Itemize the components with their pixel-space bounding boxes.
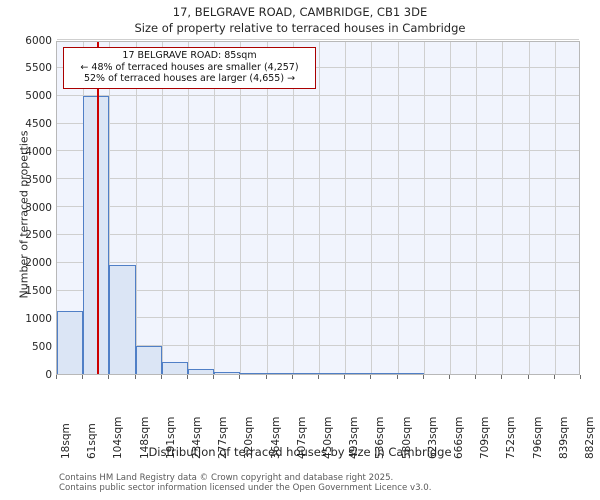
gridline-vertical (502, 42, 504, 374)
gridline-vertical (161, 42, 163, 374)
gridline-horizontal (57, 66, 579, 68)
property-marker-line (96, 42, 99, 374)
y-axis-tick-label: 3500 (25, 173, 52, 186)
x-axis-tick-mark (56, 375, 57, 379)
y-axis-tick-label: 5500 (25, 62, 52, 75)
gridline-horizontal (57, 206, 579, 207)
y-axis-tick-label: 500 (31, 340, 52, 353)
x-axis-tick-mark (108, 375, 110, 379)
x-axis-tick-mark (370, 375, 372, 379)
x-axis-tick-mark (501, 375, 503, 379)
title-line-1: 17, BELGRAVE ROAD, CAMBRIDGE, CB1 3DE (172, 5, 428, 19)
gridline-vertical (266, 42, 268, 374)
x-axis-tick-mark (134, 375, 136, 379)
title-line-2: Size of property relative to terraced ho… (134, 21, 466, 35)
histogram-bar (214, 372, 241, 374)
x-axis-tick-mark (239, 375, 241, 379)
gridline-vertical (135, 42, 137, 374)
gridline-horizontal (57, 122, 579, 124)
x-axis-tick-mark (82, 375, 84, 379)
gridline-vertical (214, 42, 216, 374)
gridline-horizontal (57, 150, 579, 152)
annotation-line-2: ← 48% of terraced houses are smaller (4,… (80, 61, 299, 73)
footer-line-2: Contains public sector information licen… (59, 483, 432, 493)
gridline-horizontal (57, 261, 579, 263)
x-axis-tick-mark (265, 375, 267, 379)
gridline-vertical (397, 42, 399, 374)
gridline-vertical (188, 42, 189, 374)
x-axis-tick-mark (475, 375, 477, 379)
gridline-horizontal (57, 233, 579, 235)
x-axis-tick-mark (160, 375, 162, 379)
x-axis-label: Distribution of terraced houses by size … (148, 445, 452, 459)
gridline-vertical (476, 42, 478, 374)
histogram-bar (397, 372, 424, 374)
x-axis-tick-mark (318, 375, 319, 379)
gridline-vertical (450, 42, 451, 374)
y-axis-tick-label: 4000 (25, 145, 52, 158)
x-axis-tick-mark (422, 375, 424, 379)
y-axis-ticks: 0 500 1000 1500 2000 2500 3000 3500 4000 4500 5000… (0, 0, 52, 500)
x-axis-tick-mark (553, 375, 555, 379)
x-axis-tick-mark (527, 375, 529, 379)
gridline-vertical (345, 42, 347, 374)
gridline-vertical (292, 42, 294, 374)
histogram-bar (161, 362, 188, 374)
gridline-horizontal (57, 289, 579, 291)
histogram-bar (188, 369, 215, 374)
gridline-vertical (528, 42, 530, 374)
footer-line-1: Contains HM Land Registry data © Crown c… (59, 473, 394, 483)
histogram-bar (57, 311, 84, 374)
histogram-bar (109, 264, 136, 374)
x-axis-tick-mark (580, 375, 581, 379)
histogram-bar (135, 345, 162, 374)
gridline-vertical (371, 42, 373, 374)
histogram-bar (371, 372, 398, 374)
gridline-horizontal (57, 94, 579, 96)
histogram-bar (266, 372, 293, 374)
y-axis-tick-label: 2500 (25, 229, 52, 242)
histogram-bar (83, 95, 110, 374)
gridline-horizontal (57, 317, 579, 319)
x-axis-tick-mark (344, 375, 346, 379)
gridline-vertical (109, 42, 111, 374)
y-axis-tick-label: 5000 (25, 90, 52, 103)
y-axis-tick-label: 2000 (25, 257, 52, 270)
chart-title: 17, BELGRAVE ROAD, CAMBRIDGE, CB1 3DE Si… (0, 4, 600, 36)
annotation-line-3: 52% of terraced houses are larger (4,655… (83, 73, 296, 84)
gridline-vertical (554, 42, 556, 374)
histogram-bar (319, 372, 346, 374)
annotation-line-1: 17 BELGRAVE ROAD: 85sqm (122, 50, 257, 61)
y-axis-tick-label: 1000 (25, 312, 52, 325)
annotation-box: 17 BELGRAVE ROAD: 85sqm ← 48% of terrace… (63, 47, 316, 89)
y-axis-tick-label: 6000 (25, 34, 52, 47)
gridline-horizontal (57, 345, 579, 347)
y-axis-tick-label: 3000 (25, 201, 52, 214)
x-axis-tick-mark (291, 375, 293, 379)
y-axis-tick-label: 0 (45, 368, 52, 381)
footer-attribution: Contains HM Land Registry data © Crown c… (59, 473, 431, 493)
gridline-vertical (423, 42, 425, 374)
gridline-horizontal (57, 178, 579, 180)
x-axis-tick-mark (187, 375, 188, 379)
x-axis-tick-mark (396, 375, 398, 379)
y-axis-tick-label: 1500 (25, 285, 52, 297)
plot-area (56, 39, 580, 375)
x-axis-tick-mark (449, 375, 450, 379)
x-axis-tick-mark (213, 375, 215, 379)
histogram-bar (292, 372, 319, 374)
histogram-bar (345, 372, 372, 374)
y-axis-tick-label: 4500 (25, 118, 52, 130)
gridline-horizontal (57, 39, 579, 40)
gridline-vertical (240, 42, 242, 374)
gridline-vertical (319, 42, 320, 374)
histogram-bar (240, 372, 267, 374)
